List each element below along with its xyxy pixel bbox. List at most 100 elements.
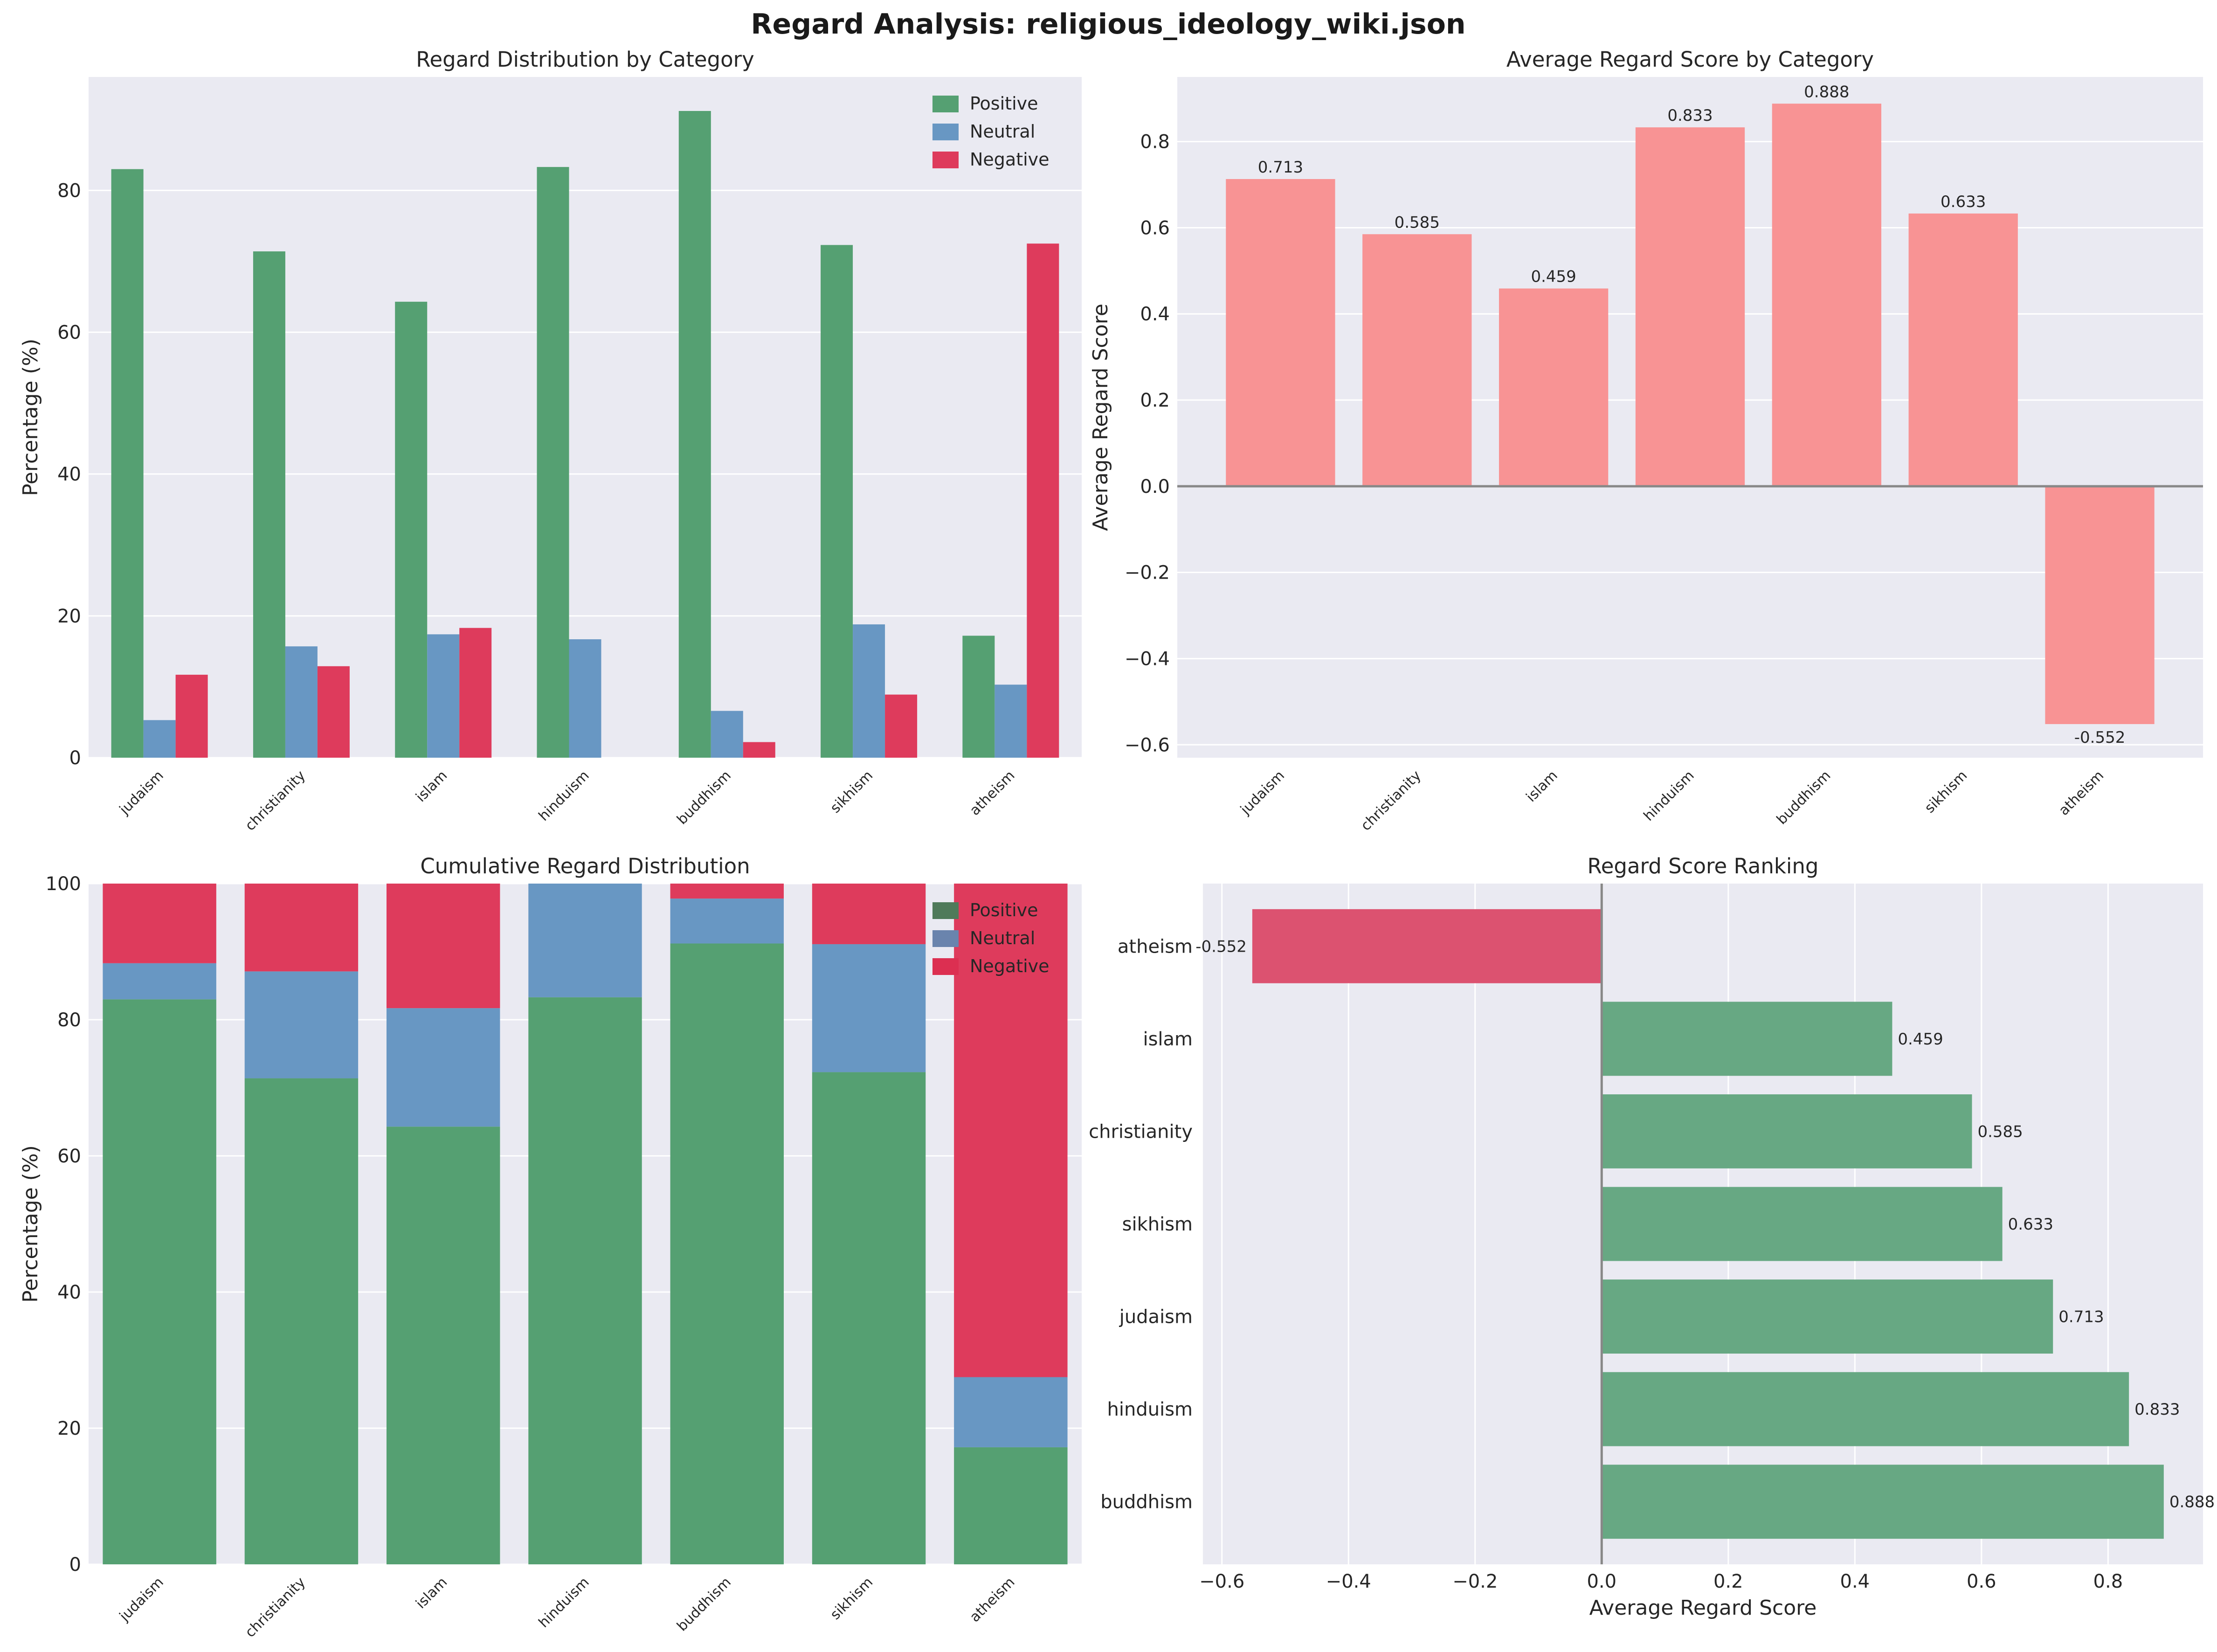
avg-value-label-islam: 0.459 <box>1531 268 1576 286</box>
avg-value-label-buddhism: 0.888 <box>1804 83 1849 101</box>
bar-neutral-judaism <box>143 720 176 758</box>
bar-positive-buddhism <box>678 111 711 758</box>
bar-neutral-buddhism <box>711 711 743 758</box>
y-tick-label: 0.4 <box>1140 304 1170 325</box>
stack-neutral-judaism <box>103 963 216 1000</box>
avg-value-label-christianity: 0.585 <box>1395 213 1440 232</box>
bar-negative-islam <box>459 628 492 758</box>
ranking-chart: Regard Score Ranking −0.6 −0.4 −0.2 0.0 0.2 0.… <box>1089 854 2215 1620</box>
x-tick-label: judaism <box>116 1574 167 1625</box>
x-tick-label: hinduism <box>536 1574 593 1631</box>
avg-value-label-atheism: -0.552 <box>2074 728 2126 747</box>
y-axis-label: Average Regard Score <box>1089 304 1112 531</box>
legend-label-neutral: Neutral <box>970 121 1035 142</box>
y-tick-label: 60 <box>57 322 81 344</box>
y-tick-label: sikhism <box>1122 1214 1193 1235</box>
stack-neutral-sikhism <box>812 944 926 1072</box>
bar-negative-atheism <box>1027 243 1059 758</box>
bar-positive-judaism <box>111 169 144 758</box>
y-tick-label: buddhism <box>1100 1492 1193 1513</box>
stack-negative-islam <box>387 884 500 1009</box>
avg-bar-judaism <box>1226 179 1335 486</box>
legend-swatch-negative <box>932 152 959 168</box>
stack-positive-christianity <box>244 1078 359 1564</box>
x-tick-label: christianity <box>242 1574 309 1641</box>
rank-bar-judaism <box>1602 1279 2053 1354</box>
rank-bar-hinduism <box>1602 1372 2129 1446</box>
stack-neutral-buddhism <box>670 899 784 944</box>
x-tick-label: atheism <box>967 1574 1018 1625</box>
avg-bar-islam <box>1499 288 1609 486</box>
avg-bar-buddhism <box>1772 104 1881 486</box>
y-tick-label: atheism <box>1118 936 1193 957</box>
avg-value-label-sikhism: 0.633 <box>1941 193 1986 211</box>
y-tick-label: −0.4 <box>1125 648 1170 670</box>
bar-positive-islam <box>395 302 428 758</box>
x-tick-label: 0.6 <box>1967 1571 1996 1592</box>
legend-label-negative: Negative <box>970 149 1050 170</box>
distribution-chart: Regard Distribution by Category 0 20 40 60 80… <box>19 47 1082 834</box>
avg-value-label-judaism: 0.713 <box>1258 158 1303 177</box>
stack-negative-christianity <box>244 884 359 972</box>
y-tick-label: 60 <box>57 1146 81 1167</box>
y-tick-label: 20 <box>57 606 81 627</box>
avg-bar-hinduism <box>1635 127 1745 486</box>
stack-negative-atheism <box>954 884 1068 1377</box>
y-tick-label: 100 <box>46 873 81 895</box>
x-tick-label: christianity <box>1358 767 1424 834</box>
x-tick-label: −0.2 <box>1452 1571 1498 1592</box>
bar-neutral-christianity <box>285 646 318 758</box>
avg-value-label-hinduism: 0.833 <box>1667 106 1713 125</box>
x-tick-label: 0.4 <box>1840 1571 1870 1592</box>
x-tick-label: islam <box>1523 767 1561 805</box>
x-tick-label: atheism <box>2056 767 2107 819</box>
y-axis-label: Percentage (%) <box>19 1145 42 1303</box>
x-tick-label: judaism <box>1237 767 1288 818</box>
x-tick-label: 0.0 <box>1587 1571 1616 1592</box>
stack-neutral-hinduism <box>528 884 642 997</box>
x-tick-label: 0.8 <box>2093 1571 2123 1592</box>
figure-title: Regard Analysis: religious_ideology_wiki… <box>751 8 1465 41</box>
x-tick-label: hinduism <box>536 767 593 824</box>
y-tick-label: 20 <box>57 1418 81 1439</box>
x-tick-label: buddhism <box>1774 767 1834 828</box>
rank-bar-christianity <box>1602 1094 1972 1168</box>
bar-neutral-sikhism <box>853 624 885 758</box>
chart-title: Regard Distribution by Category <box>416 47 754 72</box>
legend-label-positive: Positive <box>970 93 1038 114</box>
chart-title: Average Regard Score by Category <box>1506 47 1874 72</box>
rank-bar-buddhism <box>1602 1465 2164 1539</box>
legend-label-positive: Positive <box>970 900 1038 920</box>
bar-positive-hinduism <box>537 167 569 758</box>
stack-negative-buddhism <box>670 884 784 899</box>
x-tick-label: judaism <box>116 767 167 818</box>
rank-value-label-buddhism: 0.888 <box>2169 1493 2215 1512</box>
legend-label-neutral: Neutral <box>970 928 1035 948</box>
rank-bar-atheism <box>1252 909 1602 983</box>
y-tick-label: judaism <box>1119 1306 1193 1328</box>
rank-value-label-judaism: 0.713 <box>2058 1308 2104 1327</box>
chart-title: Regard Score Ranking <box>1587 854 1818 878</box>
stack-neutral-atheism <box>954 1377 1068 1447</box>
rank-bar-sikhism <box>1602 1187 2003 1261</box>
y-tick-label: 40 <box>57 1282 81 1303</box>
legend-swatch-negative <box>932 958 959 975</box>
bar-negative-sikhism <box>885 694 918 758</box>
y-axis-label: Percentage (%) <box>19 339 42 496</box>
avg-bar-sikhism <box>1908 213 2018 486</box>
chart-title: Cumulative Regard Distribution <box>420 854 750 878</box>
y-tick-label: −0.6 <box>1125 734 1170 756</box>
bar-positive-sikhism <box>821 245 853 758</box>
rank-value-label-christianity: 0.585 <box>1977 1122 2023 1141</box>
bar-negative-judaism <box>175 675 208 758</box>
stack-negative-sikhism <box>812 884 926 944</box>
x-tick-label: sikhism <box>827 767 876 816</box>
x-tick-label: sikhism <box>1921 767 1970 816</box>
y-tick-label: −0.2 <box>1125 562 1170 584</box>
y-tick-label: christianity <box>1089 1121 1193 1142</box>
legend-swatch-neutral <box>932 124 959 140</box>
legend-swatch-positive <box>932 96 959 112</box>
x-tick-label: christianity <box>242 767 309 834</box>
stack-negative-judaism <box>103 884 216 963</box>
